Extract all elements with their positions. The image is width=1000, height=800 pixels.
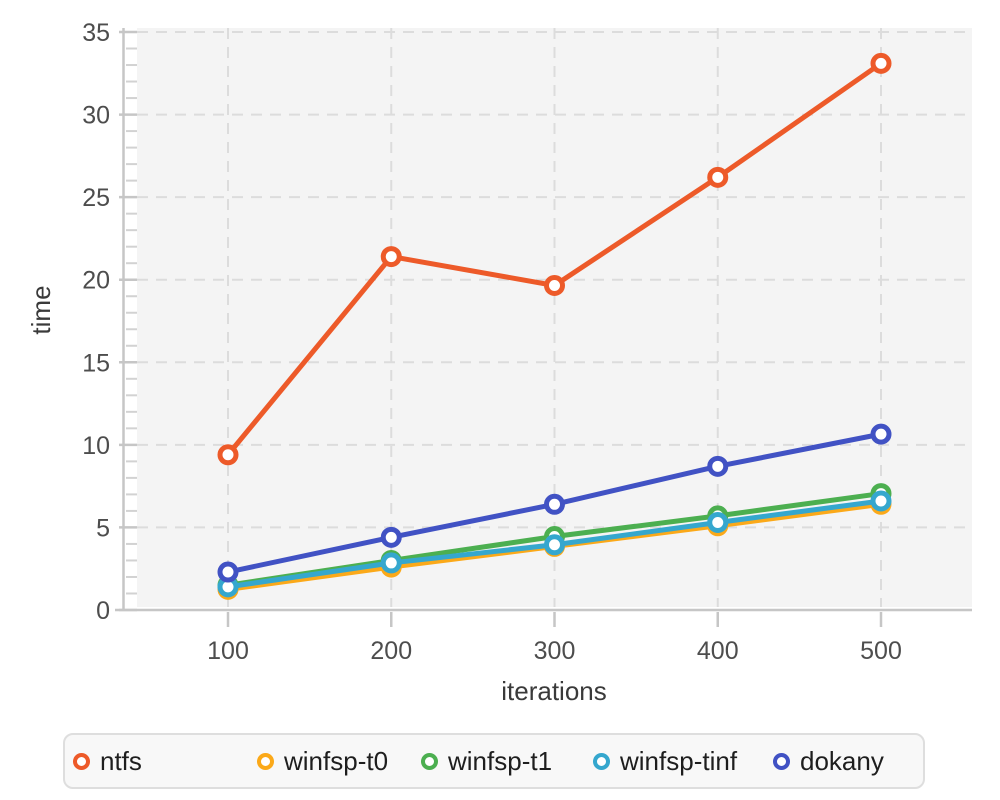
line-chart: 0 5 10 15 20 25 30 35 100 200 300 400 500 time itera… — [26, 19, 972, 706]
legend-label: winfsp-t1 — [448, 746, 553, 776]
legend-marker-winfsp-t1-icon — [421, 752, 438, 770]
legend-item-ntfs[interactable]: ntfs — [73, 735, 142, 787]
legend-label: ntfs — [100, 746, 142, 776]
y-tick-label: 5 — [96, 514, 110, 542]
y-tick-label: 10 — [82, 432, 110, 460]
y-tick-label: 25 — [82, 184, 110, 212]
x-tick-label: 400 — [697, 637, 739, 665]
legend-marker-ntfs-icon — [73, 752, 90, 770]
legend-item-winfsp-tinf[interactable]: winfsp-tinf — [593, 735, 737, 787]
legend-marker-winfsp-tinf-icon — [593, 752, 610, 770]
y-axis-title: time — [26, 285, 56, 334]
y-tick-label: 30 — [82, 102, 110, 130]
legend-label: dokany — [800, 746, 884, 776]
legend-item-winfsp-t1[interactable]: winfsp-t1 — [421, 735, 552, 787]
legend-item-dokany[interactable]: dokany — [773, 735, 884, 787]
x-tick-label: 500 — [860, 637, 902, 665]
chart-legend: ntfs winfsp-t0 winfsp-t1 winfsp-tinf dok… — [63, 733, 925, 789]
y-tick-label: 35 — [82, 19, 110, 47]
y-tick-label: 15 — [82, 349, 110, 377]
legend-marker-winfsp-t0-icon — [257, 752, 274, 770]
y-tick-label: 20 — [82, 267, 110, 295]
x-tick-label: 100 — [207, 637, 249, 665]
legend-label: winfsp-t0 — [284, 746, 389, 776]
plot-canvas: 0 5 10 15 20 25 30 35 100 200 300 400 500 time itera… — [26, 19, 972, 706]
legend-marker-dokany-icon — [773, 752, 790, 770]
y-tick-label: 0 — [96, 597, 110, 625]
x-tick-label: 200 — [370, 637, 412, 665]
legend-label: winfsp-tinf — [620, 746, 738, 776]
legend-item-winfsp-t0[interactable]: winfsp-t0 — [257, 735, 388, 787]
x-axis-title: iterations — [501, 676, 607, 706]
x-tick-label: 300 — [534, 637, 576, 665]
